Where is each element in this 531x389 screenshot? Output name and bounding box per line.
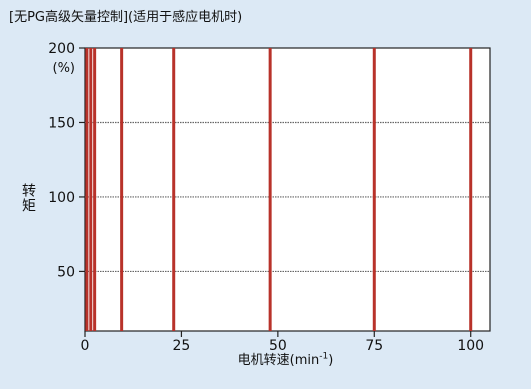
y-axis-label: 转矩 [20, 183, 36, 213]
x-tick-label-50: 50 [269, 338, 287, 354]
y-tick-label-150: 150 [48, 115, 75, 131]
x-tick-label-100: 100 [457, 338, 484, 354]
y-tick-label-100: 100 [48, 190, 75, 206]
y-tick-label-50: 50 [57, 264, 75, 280]
x-tick-label-75: 75 [365, 338, 383, 354]
x-axis-label-sup: -1 [319, 351, 329, 362]
plot-area [84, 47, 491, 332]
x-axis-label-text: 电机转速(min [237, 353, 320, 368]
x-axis-label: 电机转速(min-1) [0, 349, 531, 368]
x-axis-label-suffix: ) [328, 353, 334, 368]
chart-title: [无PG高级矢量控制](适用于感应电机时) [9, 10, 243, 25]
y-tick-label-200: 200 [48, 41, 75, 57]
x-tick-label-25: 25 [173, 338, 191, 354]
y-unit-label: (%) [53, 61, 76, 76]
x-tick-label-0: 0 [81, 338, 90, 354]
